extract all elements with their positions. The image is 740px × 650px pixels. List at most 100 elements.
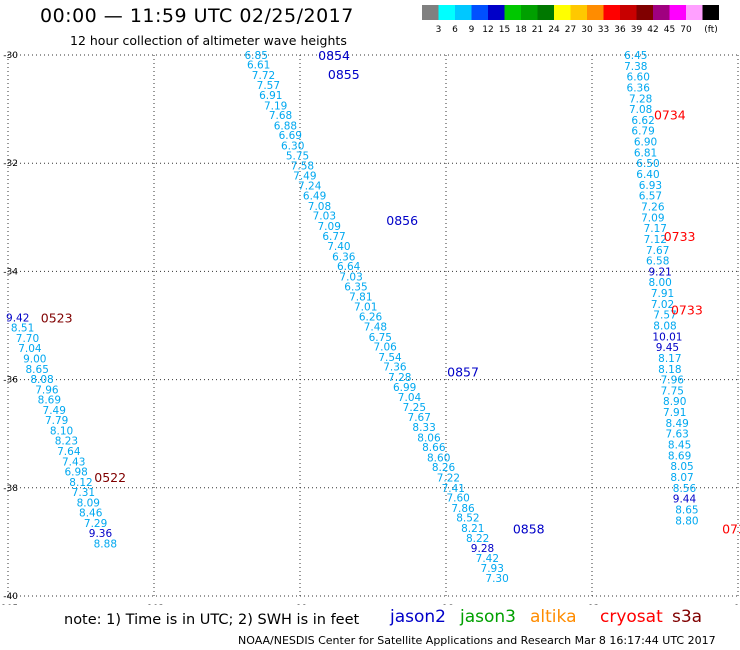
wave-height-value: 7.42 [476,553,499,565]
wave-height-value: 7.04 [398,392,422,404]
wave-height-value: 6.98 [64,467,87,479]
wave-height-value: 7.81 [349,291,372,303]
wave-height-value: 7.04 [18,343,42,355]
lon-tick-label: -93 [585,604,600,605]
wave-height-value: 7.25 [403,402,426,414]
colorbar-tick-label: 27 [565,25,576,35]
wave-height-value: 9.42 [6,312,29,324]
wave-height-value: 9.28 [471,543,494,555]
colorbar-swatch [504,5,521,20]
colorbar-tick-label: 70 [680,25,692,35]
wave-height-value: 7.96 [661,375,685,387]
wave-height-value: 7.09 [641,212,664,224]
wave-height-value: 6.57 [639,191,662,203]
wave-height-value: 7.91 [663,407,686,419]
colorbar-tick-label: 6 [452,25,458,35]
wave-height-value: 6.93 [639,180,662,192]
colorbar-swatch [636,5,653,20]
wave-height-value: 7.17 [644,223,667,235]
wave-height-value: 7.96 [35,384,59,396]
wave-height-value: 8.21 [461,523,484,535]
wave-height-value: 7.28 [388,372,411,384]
colorbar-tick-label: 9 [469,25,475,35]
wave-height-value: 9.00 [23,354,46,366]
colorbar-swatch [438,5,455,20]
wave-height-value: 8.51 [11,323,34,335]
footer-credit: NOAA/NESDIS Center for Satellite Applica… [238,634,716,647]
wave-height-value: 6.62 [631,115,654,127]
wave-height-value: 10.01 [652,331,682,343]
colorbar-swatch [669,5,686,20]
wave-height-value: 6.79 [631,126,654,138]
pass-time-label: 0733 [664,229,696,244]
wave-height-value: 6.90 [634,137,657,149]
wave-height-value: 6.49 [303,191,326,203]
legend-jason3: jason3 [460,607,516,627]
colorbar-tick-label: 33 [598,25,609,35]
track-s3a-left: 9.428.517.707.049.008.658.087.968.697.49… [6,310,126,550]
pass-time-label: 0856 [386,213,418,228]
wave-height-value: 8.65 [675,504,698,516]
wave-height-value: 8.33 [412,422,435,434]
wave-height-value: 8.52 [456,513,479,525]
lat-tick-label: -38 [3,484,18,494]
colorbar-tick-label: 45 [664,25,675,35]
wave-height-value: 7.75 [661,385,684,397]
wave-height-value: 7.19 [264,100,287,112]
wave-height-value: 9.36 [89,528,113,540]
wave-height-value: 8.00 [648,277,671,289]
pass-time-label: 0857 [447,364,479,379]
wave-height-value: 8.23 [55,436,78,448]
colorbar-tick-label: 36 [614,25,626,35]
wave-height-value: 7.22 [437,473,460,485]
lon-tick-label: -99 [293,604,308,605]
colorbar-unit: (ft) [704,25,718,35]
colorbar-swatch [686,5,703,20]
wave-height-value: 7.67 [646,245,669,257]
colorbar-swatch [702,5,719,20]
wave-height-value: 7.70 [16,333,39,345]
colorbar-tick-label: 39 [631,25,643,35]
wave-height-value: 7.60 [446,493,469,505]
lat-tick-label: -32 [3,159,18,169]
colorbar-swatch [537,5,554,20]
wave-height-value: 6.50 [636,158,659,170]
pass-time-label: 0734 [654,108,686,123]
wave-height-value: 6.61 [247,60,270,72]
wave-height-value: 7.40 [327,241,350,253]
lat-tick-label: -36 [3,376,18,386]
pass-time-label: 0855 [328,67,360,82]
wave-height-value: 9.21 [648,266,671,278]
wave-height-value: 7.49 [293,171,316,183]
wave-height-value: 7.67 [408,412,431,424]
wave-height-map: -105 -102 -99 -96 -93 -90 -30 -32 -34 -36 -38 -40 6.… [0,48,740,605]
colorbar-tick-label: 42 [647,25,658,35]
wave-height-value: 6.99 [393,382,416,394]
wave-height-value: 7.54 [378,352,402,364]
colorbar-tick-label: 18 [515,25,527,35]
wave-height-value: 8.08 [653,321,676,333]
wave-height-value: 7.24 [298,180,322,192]
wave-height-value: 6.69 [279,130,302,142]
lon-tick-label: -90 [731,604,740,605]
wave-height-value: 8.45 [668,440,691,452]
wave-height-value: 7.08 [308,201,331,213]
wave-height-value: 7.29 [84,518,107,530]
lon-tick-label: -105 [0,604,18,605]
wave-height-value: 8.65 [26,364,49,376]
colorbar-tick-label: 30 [581,25,593,35]
wave-height-value: 7.31 [72,487,95,499]
wave-height-value: 6.36 [627,82,651,94]
lat-tick-label: -40 [3,592,18,602]
wave-height-value: 7.43 [62,456,85,468]
colorbar-swatch [570,5,587,20]
wave-height-value: 6.77 [322,231,345,243]
colorbar-swatch [554,5,571,20]
colorbar-swatch [455,5,472,20]
wave-height-value: 8.05 [670,461,693,473]
wave-height-value: 7.48 [364,322,387,334]
wave-height-value: 8.17 [658,353,681,365]
wave-height-value: 6.60 [627,72,650,84]
colorbar-swatch [653,5,670,20]
pass-time-label: 0523 [41,310,73,325]
